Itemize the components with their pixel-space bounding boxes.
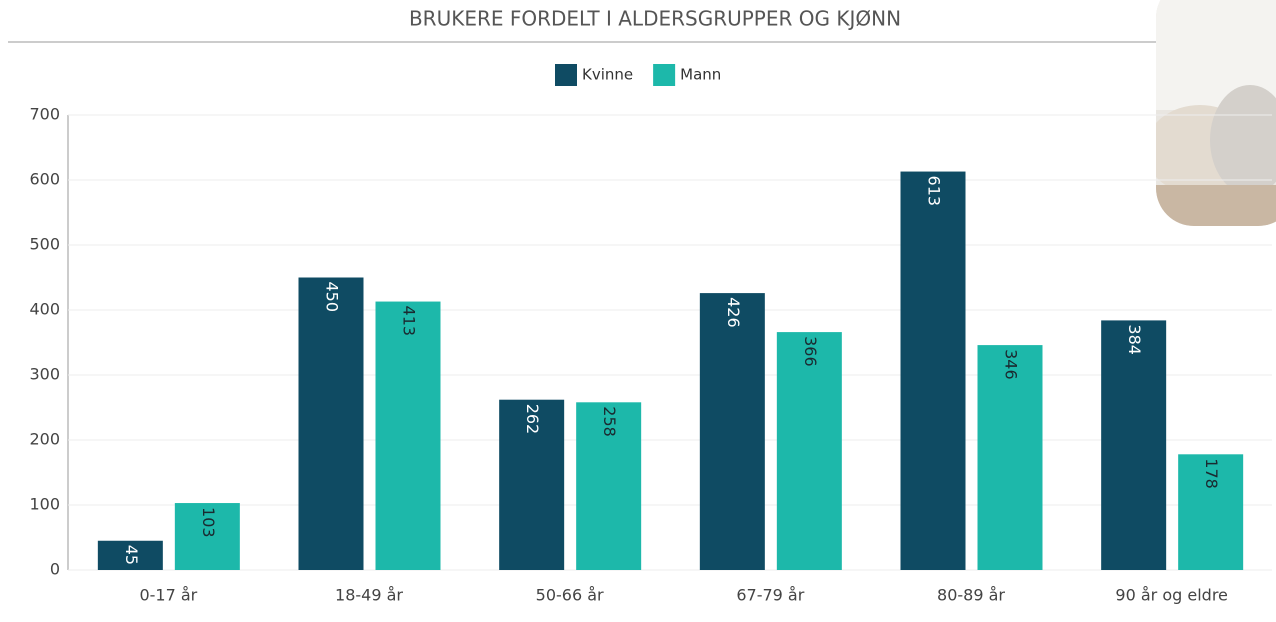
value-label: 45 — [122, 545, 141, 565]
x-tick-label: 80-89 år — [937, 586, 1005, 605]
bar — [1101, 320, 1166, 570]
y-tick-label: 0 — [50, 560, 60, 579]
bar — [376, 302, 441, 570]
x-tick-label: 67-79 år — [736, 586, 804, 605]
legend-label: Mann — [680, 66, 721, 84]
chart: BRUKERE FORDELT I ALDERSGRUPPER OG KJØNN… — [0, 0, 1276, 622]
y-tick-label: 500 — [29, 235, 60, 254]
bar — [299, 278, 364, 571]
y-tick-label: 300 — [29, 365, 60, 384]
chart-title: BRUKERE FORDELT I ALDERSGRUPPER OG KJØNN — [409, 7, 901, 31]
value-label: 613 — [925, 176, 944, 207]
bar — [777, 332, 842, 570]
x-tick-label: 18-49 år — [335, 586, 403, 605]
value-label: 366 — [801, 336, 820, 367]
y-tick-label: 600 — [29, 170, 60, 189]
value-label: 103 — [199, 507, 218, 538]
y-tick-label: 700 — [29, 105, 60, 124]
y-tick-label: 400 — [29, 300, 60, 319]
legend-swatch — [555, 64, 577, 86]
x-tick-label: 90 år og eldre — [1115, 586, 1227, 605]
value-label: 450 — [323, 282, 342, 313]
photo — [1145, 0, 1276, 226]
x-tick-label: 50-66 år — [536, 586, 604, 605]
y-tick-label: 200 — [29, 430, 60, 449]
value-label: 262 — [523, 404, 542, 435]
value-label: 178 — [1202, 458, 1221, 489]
legend-label: Kvinne — [582, 66, 633, 84]
legend-swatch — [653, 64, 675, 86]
value-label: 413 — [400, 306, 419, 337]
y-tick-label: 100 — [29, 495, 60, 514]
bar — [901, 172, 966, 570]
value-label: 258 — [600, 406, 619, 437]
bar — [700, 293, 765, 570]
value-label: 384 — [1125, 324, 1144, 355]
value-label: 426 — [724, 297, 743, 328]
value-label: 346 — [1002, 349, 1021, 380]
x-tick-label: 0-17 år — [139, 586, 197, 605]
